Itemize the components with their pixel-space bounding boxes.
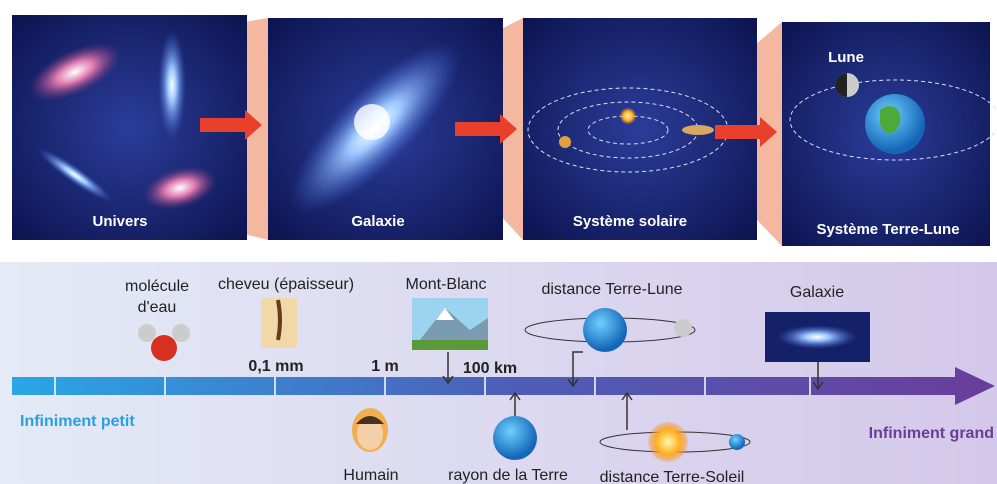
scale-left-label: Infiniment petit [20,413,135,430]
illustration: Univers Galaxie Système solaire Lune Sys… [0,0,997,484]
hair-icon [261,298,297,348]
scale-right-label: Infiniment grand [869,425,994,442]
scale-label: Humain [343,467,398,484]
scale-label: rayon de la Terre [448,467,568,484]
scale-label: Galaxie [790,284,844,301]
scale-label: distance Terre-Lune [541,281,682,298]
tick-label: 0,1 mm [248,358,303,375]
human-icon [352,408,388,452]
panel-label: Galaxie [351,213,404,230]
scale-label: Mont-Blanc [406,276,487,293]
panel-label: Système Terre-Lune [816,221,959,238]
scale-label: molécule [125,278,189,295]
panel-label: Univers [92,213,147,230]
scale-label: d'eau [138,299,177,316]
tick-label: 1 m [371,358,399,375]
panel-earth-moon: Lune Système Terre-Lune [782,22,997,246]
moon-label: Lune [828,49,864,66]
scale-label: cheveu (épaisseur) [218,276,354,293]
mountain-icon [412,298,488,350]
earth-icon [493,416,537,460]
scale-label: distance Terre-Soleil [600,469,745,484]
galaxy-icon [777,325,857,349]
panel-label: Système solaire [573,213,687,230]
tick-label: 100 km [463,360,517,377]
